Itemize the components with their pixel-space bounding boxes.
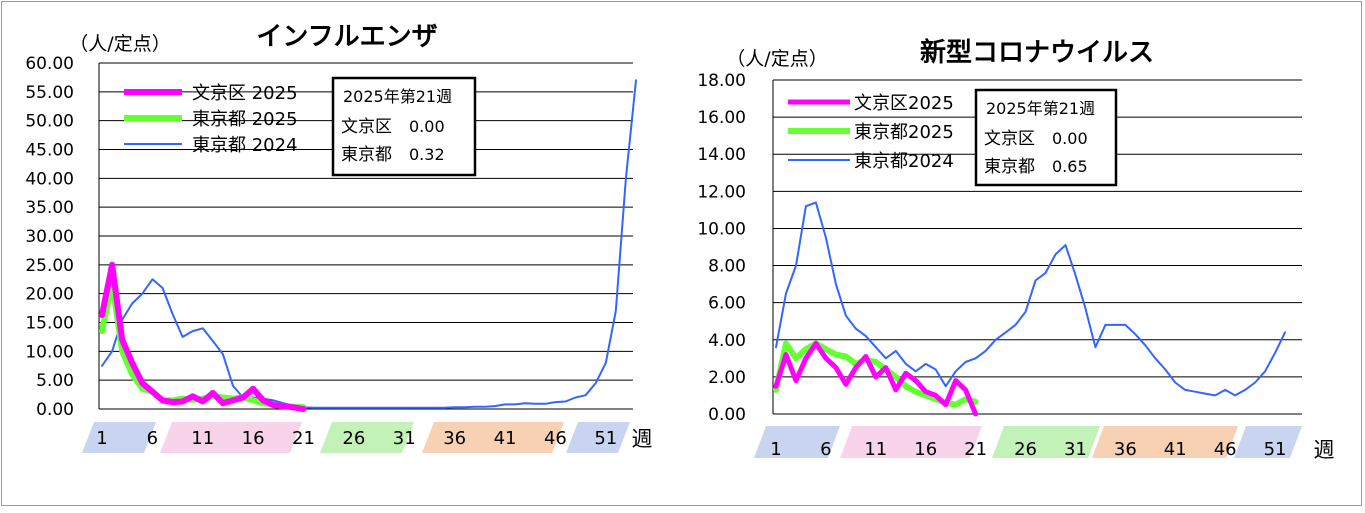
legend-label: 文京区 2025 [192,83,298,104]
info-box-tokyo-label: 東京都 [984,157,1035,177]
x-tick-label: 21 [292,428,315,449]
legend-label: 東京都2024 [854,151,954,172]
x-tick-label: 51 [1264,439,1287,460]
x-tick-label: 46 [544,428,567,449]
legend-label: 東京都 2024 [192,135,298,156]
y-tick-label: 25.00 [25,256,74,276]
week-band [840,426,982,458]
x-tick-label: 31 [1064,439,1087,460]
info-box-area-label: 文京区 [341,117,392,137]
series-line-1 [773,341,979,417]
info-box-heading: 2025年第21週 [986,99,1095,118]
y-tick-label: 14.00 [697,145,746,165]
x-tick-label: 41 [494,428,517,449]
covid-chart: 0.002.004.006.008.0010.0012.0014.0016.00… [697,37,1334,462]
x-tick-label: 11 [191,428,214,449]
week-band [992,426,1100,458]
series-line-3 [101,79,637,409]
series-line-3 [775,201,1286,397]
y-tick-label: 55.00 [25,83,74,103]
info-box-tokyo-value: 0.32 [409,145,445,164]
x-tick-label: 36 [1114,439,1137,460]
y-tick-label: 2.00 [708,368,746,388]
y-tick-label: 20.00 [25,285,74,305]
y-tick-label: 12.00 [697,182,746,202]
legend-label: 東京都 2025 [192,109,298,130]
y-tick-label: 60.00 [25,54,74,74]
y-tick-label: 30.00 [25,227,74,247]
info-box-area-value: 0.00 [1052,129,1088,148]
x-tick-label: 41 [1164,439,1187,460]
x-tick-label: 51 [594,428,617,449]
y-tick-label: 18.00 [697,71,746,91]
y-tick-label: 6.00 [708,294,746,314]
x-tick-label: 16 [242,428,265,449]
info-box [974,88,1118,187]
week-band [1234,426,1302,458]
x-tick-label: 26 [342,428,365,449]
week-band [1092,426,1238,458]
info-box-area-value: 0.00 [409,117,445,136]
info-box-tokyo-value: 0.65 [1052,157,1088,176]
x-tick-label: 36 [443,428,466,449]
series-line-2 [99,279,307,411]
x-tick-label: 31 [393,428,416,449]
week-band [320,422,414,453]
y-tick-label: 45.00 [25,141,74,161]
x-tick-label: 6 [147,428,158,449]
info-box [331,76,477,177]
x-tick-label: 26 [1014,439,1037,460]
influenza-chart: 0.005.0010.0015.0020.0025.0030.0035.0040… [25,22,653,453]
x-tick-label: 1 [770,439,781,460]
x-tick-label: 1 [96,428,107,449]
chart-title: 新型コロナウイルス [920,37,1154,68]
week-band [422,422,564,453]
y-tick-label: 0.00 [36,400,74,420]
y-axis-label: （人/定点） [69,33,170,55]
week-band [160,422,302,453]
x-axis-label: 週 [632,427,653,451]
week-band [566,422,630,453]
info-box-area-label: 文京区 [984,129,1035,149]
info-box-heading: 2025年第21週 [343,87,452,106]
x-axis-label: 週 [1314,438,1335,462]
series-line-1 [99,261,307,412]
y-tick-label: 40.00 [25,169,74,189]
y-axis-label: （人/定点） [726,48,827,70]
week-band [754,426,840,458]
y-tick-label: 8.00 [708,257,746,277]
x-tick-label: 6 [820,439,831,460]
y-tick-label: 10.00 [25,342,74,362]
x-tick-label: 16 [914,439,937,460]
chart-title: インフルエンザ [256,22,437,52]
x-tick-label: 46 [1214,439,1237,460]
y-tick-label: 10.00 [697,219,746,239]
week-band [82,422,156,453]
y-tick-label: 5.00 [36,371,74,391]
y-tick-label: 50.00 [25,112,74,132]
y-tick-label: 15.00 [25,314,74,334]
y-tick-label: 16.00 [697,108,746,128]
y-tick-label: 35.00 [25,198,74,218]
legend-label: 文京区2025 [854,93,954,114]
y-tick-label: 0.00 [708,405,746,425]
y-tick-label: 4.00 [708,331,746,351]
x-tick-label: 11 [864,439,887,460]
info-box-tokyo-label: 東京都 [341,145,392,165]
x-tick-label: 21 [964,439,987,460]
legend-label: 東京都2025 [854,122,954,143]
